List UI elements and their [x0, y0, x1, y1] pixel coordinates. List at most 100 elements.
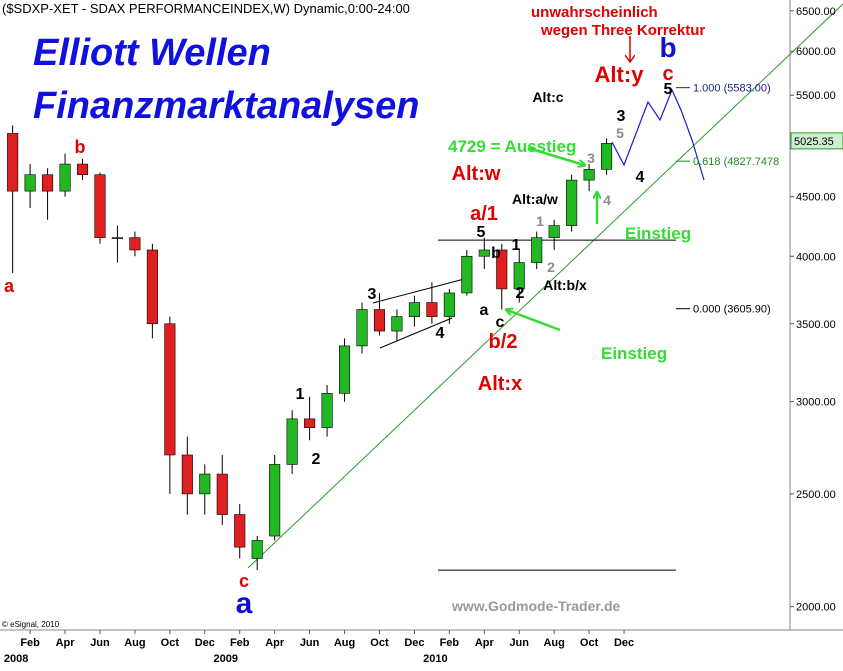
annotation: Alt:b/x — [543, 277, 587, 293]
candle-body — [269, 464, 281, 537]
candle-body — [408, 302, 420, 317]
annotation: a — [480, 302, 489, 319]
annotation: Einstieg — [601, 344, 667, 363]
candle-body — [24, 174, 36, 192]
fib-label: 1.000 (5583.00) — [693, 83, 771, 95]
annotation: Alt:a/w — [512, 191, 558, 207]
trend-line — [247, 3, 843, 569]
candle-body — [373, 309, 386, 332]
projection-path — [611, 88, 705, 181]
x-year-label: 2008 — [4, 653, 28, 665]
x-tick-label: Dec — [404, 637, 424, 649]
candle-body — [94, 174, 106, 238]
annotation: 4 — [603, 192, 611, 208]
candle-body — [426, 302, 438, 317]
x-tick-label: Feb — [230, 637, 250, 649]
last-price-box — [790, 132, 843, 150]
arrow — [527, 146, 584, 165]
y-tick-label: 2500.00 — [796, 489, 836, 501]
candle-body — [304, 418, 316, 428]
fib-label: 0.000 (3605.90) — [693, 304, 771, 316]
y-tick-label: 4500.00 — [796, 192, 836, 204]
annotation: 5 — [616, 125, 624, 141]
y-tick-label: 5500.00 — [796, 90, 836, 102]
candle-body — [531, 237, 543, 263]
candle-body — [76, 163, 89, 176]
annotation: b/2 — [489, 331, 518, 353]
annotation: a — [4, 276, 15, 296]
candle-body — [478, 249, 490, 257]
annotation: 3 — [368, 286, 377, 303]
candle-body — [566, 179, 578, 226]
annotation: a/1 — [470, 203, 498, 225]
y-tick-label: 2000.00 — [796, 602, 836, 614]
candle-body — [59, 163, 71, 192]
annotation: b — [491, 245, 501, 262]
annotation: b — [659, 32, 676, 63]
annotation: Alt:y — [595, 62, 645, 87]
annotation: 5 — [664, 81, 673, 98]
annotation: 3 — [617, 108, 626, 125]
chart-subtitle: Finanzmarktanalysen — [33, 85, 419, 127]
x-tick-label: Apr — [56, 637, 76, 649]
channel-line — [372, 277, 469, 304]
annotation: 4729 = Ausstieg — [448, 137, 576, 156]
candle-body — [391, 316, 403, 332]
candle-body — [216, 473, 228, 515]
candle-body — [234, 514, 246, 548]
x-tick-label: Jun — [300, 637, 320, 649]
x-tick-label: Feb — [20, 637, 40, 649]
x-tick-label: Oct — [161, 637, 180, 649]
candle-body — [42, 174, 54, 192]
x-year-label: 2010 — [423, 653, 447, 665]
annotation: 1 — [536, 213, 544, 229]
candle-body — [164, 323, 176, 456]
fib-label: 0.618 (4827.7478 — [693, 156, 779, 168]
annotation: Alt:x — [478, 373, 522, 395]
candle-body — [601, 143, 613, 170]
annotation: unwahrscheinlich — [531, 4, 658, 21]
arrow — [507, 310, 561, 332]
x-year-label: 2009 — [214, 653, 238, 665]
candle-body — [181, 454, 193, 495]
x-tick-label: Oct — [370, 637, 389, 649]
annotation: a — [236, 587, 253, 620]
candle-body — [7, 133, 19, 192]
y-tick-label: 3000.00 — [796, 397, 836, 409]
annotation: 2 — [312, 451, 321, 468]
candle-body — [111, 237, 123, 239]
annotation: 1 — [512, 237, 521, 254]
x-tick-label: Aug — [334, 637, 355, 649]
annotation: Alt:c — [532, 89, 563, 105]
x-tick-label: Apr — [265, 637, 285, 649]
channel-line — [379, 317, 453, 349]
candle-body — [321, 393, 333, 428]
x-tick-label: Dec — [195, 637, 215, 649]
plot-layer: 2000.00 2500.00 3000.00 3500.00 4000.00 4500.… — [4, 4, 843, 665]
x-tick-label: Apr — [475, 637, 495, 649]
annotation: 4 — [436, 325, 445, 342]
candle-body — [356, 309, 368, 347]
x-tick-label: Aug — [543, 637, 564, 649]
x-tick-label: Jun — [90, 637, 110, 649]
y-tick-label: 6500.00 — [796, 6, 836, 18]
copyright: © eSignal, 2010 — [2, 620, 60, 629]
candle-body — [496, 249, 508, 290]
chart-header: ($SDXP-XET - SDAX PERFORMANCEINDEX,W) Dy… — [2, 1, 410, 16]
watermark: www.Godmode-Trader.de — [451, 598, 621, 614]
x-tick-label: Dec — [614, 637, 634, 649]
candle-body — [513, 262, 525, 290]
candle-body — [251, 540, 263, 559]
annotation: 5 — [477, 224, 486, 241]
annotation: c — [496, 314, 505, 331]
candle-body — [443, 292, 455, 317]
annotation: 1 — [296, 386, 305, 403]
candle-body — [339, 345, 351, 394]
x-tick-label: Feb — [440, 637, 460, 649]
candle-body — [461, 255, 473, 294]
x-tick-label: Jun — [509, 637, 529, 649]
candle-body — [583, 169, 595, 181]
x-tick-label: Oct — [580, 637, 599, 649]
